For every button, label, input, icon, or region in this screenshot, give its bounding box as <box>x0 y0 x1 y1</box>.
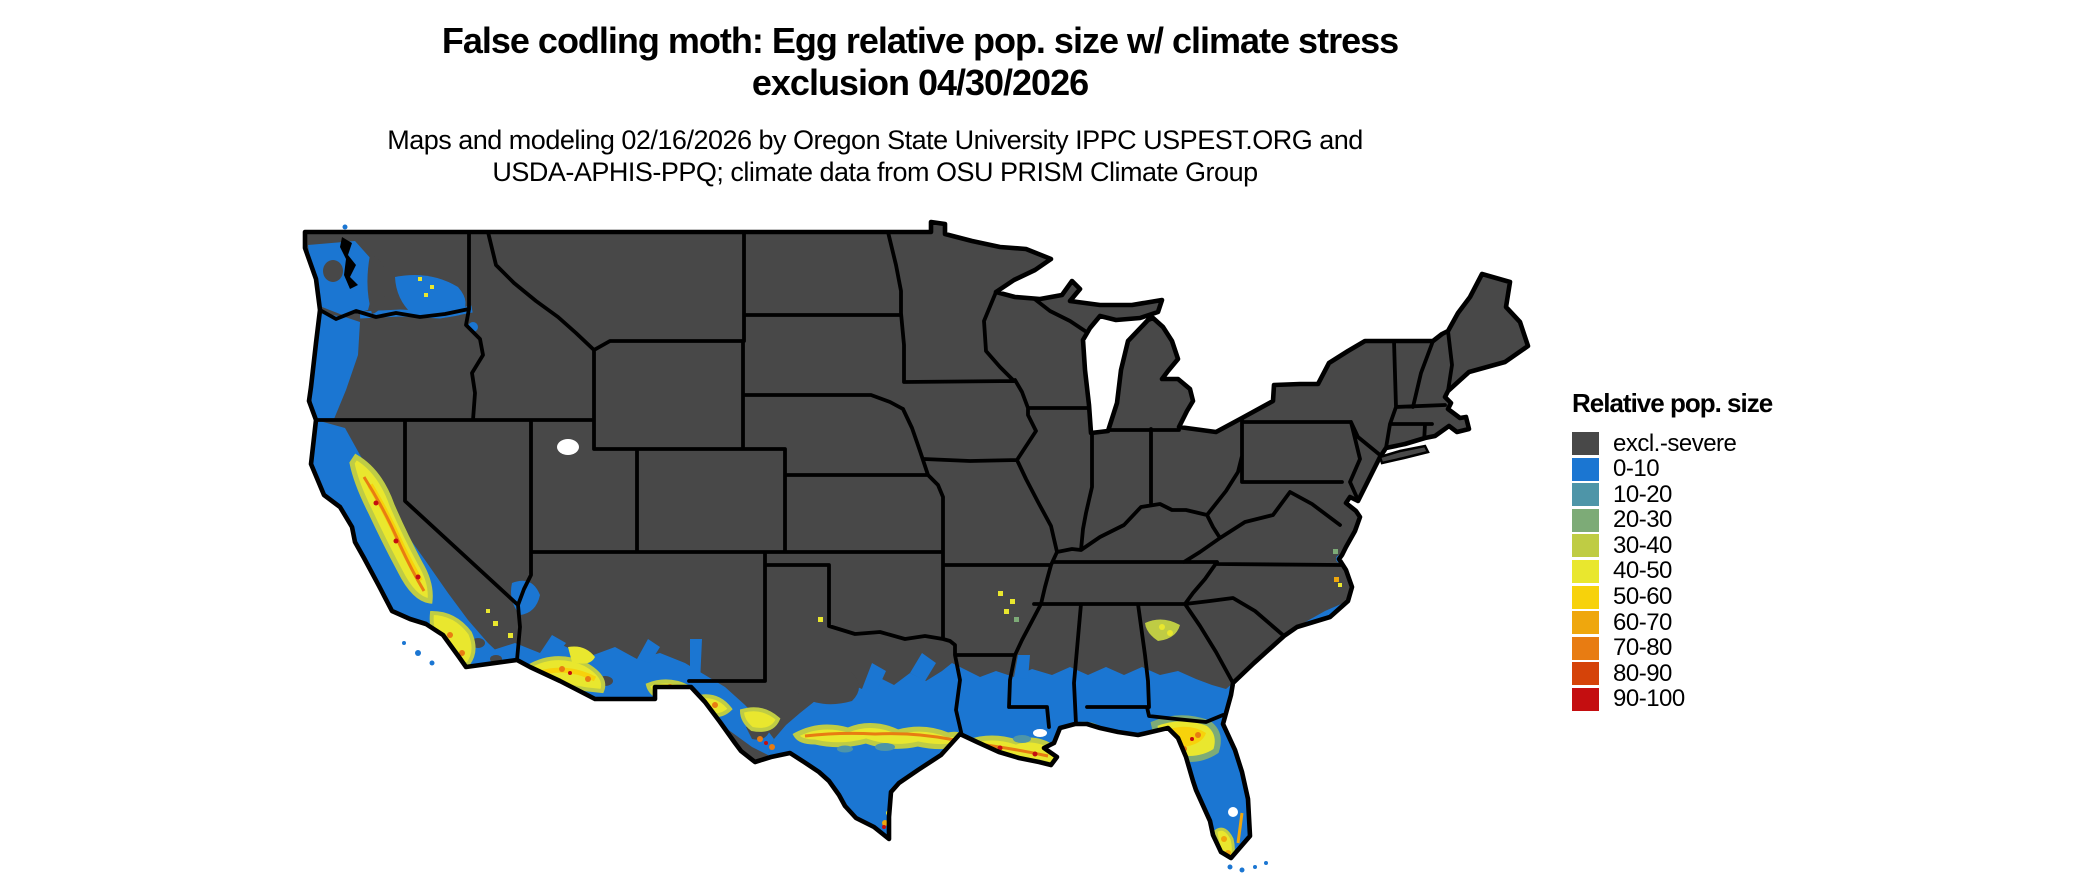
region-hot-spots <box>349 277 1342 858</box>
lake-pontchartrain <box>1033 729 1047 737</box>
puget-sound <box>340 237 358 289</box>
legend-label-b50_60: 50-60 <box>1613 583 1672 611</box>
map-fill-layers <box>305 222 1528 858</box>
legend-swatch-b60_70 <box>1572 611 1599 635</box>
title-line-1: False codling moth: Egg relative pop. si… <box>441 20 1399 61</box>
long-island <box>1378 444 1430 465</box>
legend-label-excl: excl.-severe <box>1613 429 1737 457</box>
florida-key <box>1239 867 1245 873</box>
legend-title: Relative pop. size <box>1572 388 1773 418</box>
legend-item-excl: excl.-severe <box>1572 429 1772 457</box>
legend-swatch-b0_10 <box>1572 457 1599 481</box>
legend-items: excl.-severe 0-10 10-20 20-30 30-40 40-50 50-6… <box>1572 429 1772 713</box>
inland-lakes <box>557 439 1238 817</box>
offshore-islands <box>342 224 1430 873</box>
legend-label-b0_10: 0-10 <box>1613 455 1660 483</box>
great-salt-lake <box>557 439 579 455</box>
legend-swatch-b30_40 <box>1572 534 1599 558</box>
legend: Relative pop. size excl.-severe 0-10 10-20… <box>1572 388 1773 714</box>
legend-swatch-b10_20 <box>1572 483 1599 507</box>
legend-swatch-b70_80 <box>1572 636 1599 660</box>
channel-island <box>429 660 435 666</box>
region-excluded-patches <box>323 255 859 740</box>
florida-key <box>1227 864 1233 870</box>
legend-swatch-b90_100 <box>1572 687 1599 711</box>
legend-item-b50_60: 50-60 <box>1572 583 1772 611</box>
legend-label-b20_30: 20-30 <box>1613 506 1672 534</box>
us-map <box>302 219 1531 873</box>
us-outline <box>302 219 1531 861</box>
state-borders <box>314 230 1454 738</box>
title-line-2: exclusion 04/30/2026 <box>751 62 1089 103</box>
legend-swatch-b40_50 <box>1572 559 1599 583</box>
region-excluded-base <box>305 222 1528 858</box>
legend-item-b80_90: 80-90 <box>1572 659 1772 687</box>
channel-island <box>402 641 406 645</box>
channel-island <box>415 650 421 656</box>
florida-key <box>1264 861 1268 865</box>
legend-label-b60_70: 60-70 <box>1613 608 1672 636</box>
legend-item-b0_10: 0-10 <box>1572 455 1772 483</box>
legend-item-b10_20: 10-20 <box>1572 480 1772 508</box>
legend-label-b40_50: 40-50 <box>1613 557 1672 585</box>
legend-item-b90_100: 90-100 <box>1572 685 1772 713</box>
legend-swatch-excl <box>1572 432 1599 455</box>
chart-title: False codling moth: Egg relative pop. si… <box>420 20 1420 104</box>
legend-item-b40_50: 40-50 <box>1572 557 1772 585</box>
florida-key <box>1253 865 1257 869</box>
subtitle-line-1: Maps and modeling 02/16/2026 by Oregon S… <box>387 125 1363 155</box>
legend-swatch-b80_90 <box>1572 662 1599 686</box>
chart-subtitle: Maps and modeling 02/16/2026 by Oregon S… <box>375 124 1375 188</box>
subtitle-line-2: USDA-APHIS-PPQ; climate data from OSU PR… <box>492 157 1258 187</box>
legend-label-b90_100: 90-100 <box>1613 685 1685 713</box>
legend-item-b70_80: 70-80 <box>1572 634 1772 662</box>
legend-item-b20_30: 20-30 <box>1572 506 1772 534</box>
legend-label-b10_20: 10-20 <box>1613 480 1672 508</box>
legend-swatch-b20_30 <box>1572 508 1599 532</box>
legend-swatch-b50_60 <box>1572 585 1599 609</box>
point-roberts-speck <box>342 224 348 230</box>
legend-item-b60_70: 60-70 <box>1572 608 1772 636</box>
legend-label-b30_40: 30-40 <box>1613 531 1672 559</box>
lake-okeechobee <box>1228 807 1238 817</box>
legend-label-b70_80: 70-80 <box>1613 634 1672 662</box>
legend-label-b80_90: 80-90 <box>1613 659 1672 687</box>
legend-item-b30_40: 30-40 <box>1572 531 1772 559</box>
